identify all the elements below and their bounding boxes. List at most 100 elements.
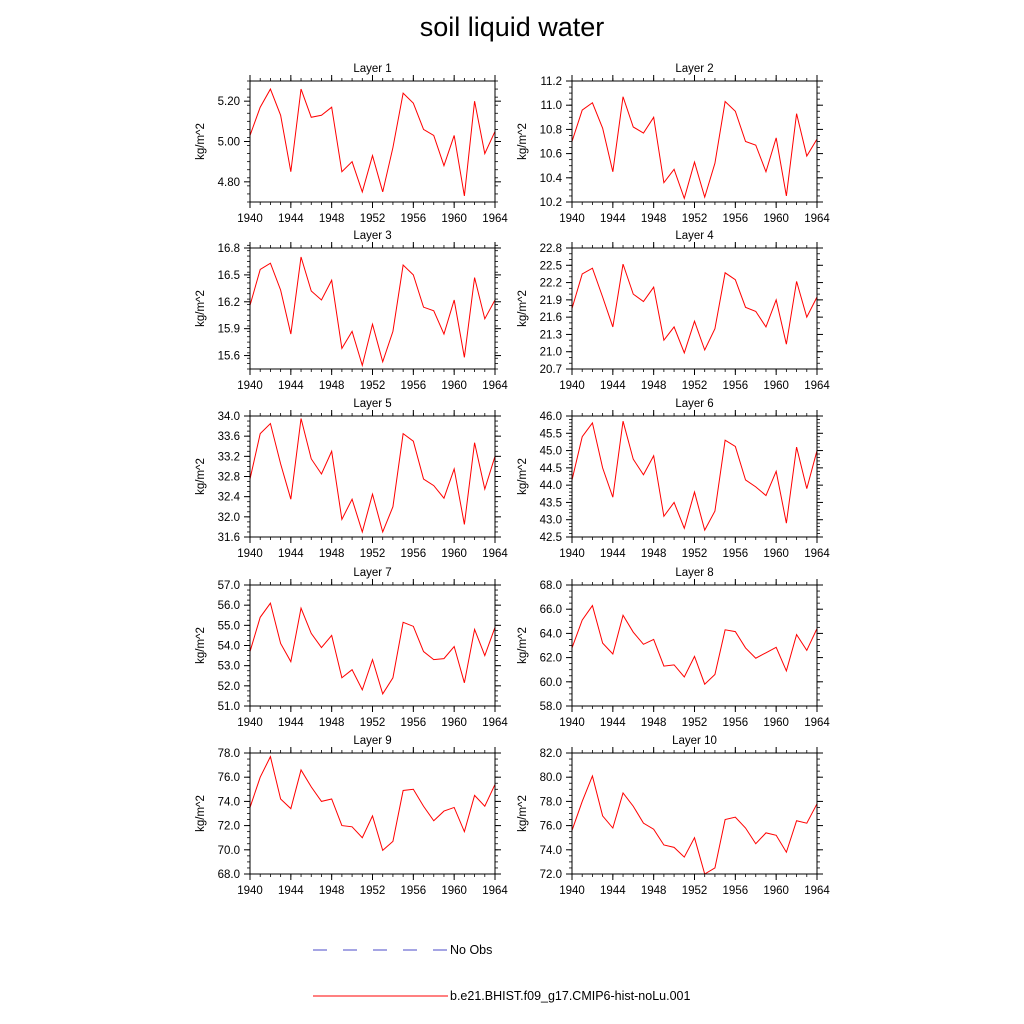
series-line (571, 263, 818, 355)
plot-frame (249, 752, 496, 875)
y-axis-label: kg/m^2 (517, 458, 529, 495)
y-tick-label: 44.5 (540, 463, 562, 475)
y-tick-label: 72.0 (540, 869, 562, 881)
y-tick-label: 70.0 (218, 845, 240, 857)
panel-layer-8: Layer 8 kg/m^2 58.0 60.0 62.0 64.0 66.0 68.0 194… (517, 567, 830, 729)
series-line (571, 604, 818, 686)
series-line (571, 421, 818, 532)
panel-layer-5: Layer 5 kg/m^2 31.6 32.0 32.4 32.8 33.2 33.6 34.… (195, 398, 508, 560)
x-tick-label: 1964 (804, 885, 830, 897)
x-tick-label: 1964 (804, 548, 830, 560)
x-tick-label: 1956 (401, 380, 427, 392)
panel-title: Layer 9 (353, 735, 391, 747)
panel-layer-1: Layer 1 kg/m^2 4.80 5.00 5.20 1940 1944 1948 195… (195, 63, 508, 225)
x-tick-label: 1952 (360, 213, 386, 225)
panel-title: Layer 8 (675, 567, 713, 579)
panel-layer-9: Layer 9 kg/m^2 68.0 70.0 72.0 74.0 76.0 78.0 194… (195, 735, 508, 897)
x-tick-label: 1944 (600, 213, 626, 225)
y-tick-label: 16.2 (218, 297, 240, 309)
y-tick-label: 46.0 (540, 411, 562, 423)
panel-title: Layer 7 (353, 567, 391, 579)
x-tick-label: 1956 (723, 885, 749, 897)
panel-title: Layer 4 (675, 230, 714, 242)
x-tick-label: 1944 (278, 548, 304, 560)
plot-frame (571, 584, 818, 707)
x-tick-label: 1956 (401, 717, 427, 729)
x-tick-label: 1940 (237, 717, 263, 729)
x-tick-label: 1940 (559, 380, 585, 392)
y-tick-label: 21.3 (540, 329, 562, 341)
y-tick-label: 64.0 (540, 628, 562, 640)
y-tick-label: 33.2 (218, 451, 240, 463)
x-tick-label: 1956 (723, 717, 749, 729)
plot-frame (571, 752, 818, 875)
y-tick-label: 43.5 (540, 497, 562, 509)
y-tick-label: 21.9 (540, 295, 562, 307)
x-tick-label: 1952 (682, 380, 708, 392)
x-tick-label: 1944 (600, 380, 626, 392)
panel-title: Layer 10 (672, 735, 717, 747)
x-tick-label: 1952 (360, 717, 386, 729)
plot-frame (571, 415, 818, 538)
y-tick-label: 82.0 (540, 748, 562, 760)
y-tick-label: 32.8 (218, 472, 240, 484)
x-tick-label: 1956 (401, 885, 427, 897)
y-axis-label: kg/m^2 (195, 458, 207, 495)
x-tick-label: 1952 (682, 213, 708, 225)
x-tick-label: 1964 (804, 213, 830, 225)
y-tick-label: 74.0 (540, 845, 562, 857)
y-tick-label: 80.0 (540, 772, 562, 784)
x-tick-label: 1944 (278, 885, 304, 897)
panel-title: Layer 3 (353, 230, 391, 242)
y-tick-label: 53.0 (218, 661, 240, 673)
x-tick-label: 1952 (682, 548, 708, 560)
panel-title: Layer 2 (675, 63, 713, 75)
x-tick-label: 1940 (559, 548, 585, 560)
x-tick-label: 1948 (641, 380, 667, 392)
y-tick-label: 42.5 (540, 532, 562, 544)
legend-label-model: b.e21.BHIST.f09_g17.CMIP6-hist-noLu.001 (450, 989, 690, 1003)
x-tick-label: 1948 (641, 885, 667, 897)
x-tick-label: 1948 (319, 885, 345, 897)
series-line (571, 96, 818, 201)
x-tick-label: 1960 (441, 548, 467, 560)
y-tick-label: 62.0 (540, 653, 562, 665)
x-tick-label: 1960 (441, 717, 467, 729)
x-tick-label: 1964 (482, 717, 508, 729)
x-tick-label: 1964 (482, 548, 508, 560)
x-tick-label: 1944 (278, 380, 304, 392)
x-tick-label: 1952 (360, 380, 386, 392)
legend: No Obs b.e21.BHIST.f09_g17.CMIP6-hist-noL… (313, 943, 690, 1003)
y-tick-label: 55.0 (218, 620, 240, 632)
plot-frame (571, 80, 818, 203)
plot-frame (571, 247, 818, 370)
y-tick-label: 22.2 (540, 278, 562, 290)
panel-title: Layer 6 (675, 398, 713, 410)
x-tick-label: 1944 (278, 213, 304, 225)
x-tick-label: 1948 (319, 213, 345, 225)
y-tick-label: 15.9 (218, 324, 240, 336)
x-tick-label: 1952 (682, 885, 708, 897)
x-tick-label: 1944 (278, 717, 304, 729)
y-tick-label: 54.0 (218, 641, 240, 653)
y-tick-label: 45.0 (540, 446, 562, 458)
y-tick-label: 74.0 (218, 796, 240, 808)
y-tick-label: 11.2 (540, 76, 562, 88)
x-tick-label: 1940 (237, 885, 263, 897)
y-tick-label: 51.0 (218, 701, 240, 713)
x-tick-label: 1944 (600, 548, 626, 560)
x-tick-label: 1960 (763, 213, 789, 225)
y-tick-label: 34.0 (218, 411, 240, 423)
x-tick-label: 1940 (559, 885, 585, 897)
y-tick-label: 72.0 (218, 821, 240, 833)
x-tick-label: 1948 (641, 213, 667, 225)
x-tick-label: 1960 (763, 380, 789, 392)
x-tick-label: 1948 (641, 548, 667, 560)
y-axis-label: kg/m^2 (517, 795, 529, 832)
y-tick-label: 33.6 (218, 431, 240, 443)
x-tick-label: 1964 (482, 380, 508, 392)
y-tick-label: 16.8 (218, 243, 240, 255)
y-tick-label: 78.0 (540, 796, 562, 808)
y-tick-label: 15.6 (218, 351, 240, 363)
panel-layer-2: Layer 2 kg/m^2 10.2 10.4 10.6 10.8 11.0 11.2 194… (517, 63, 830, 225)
